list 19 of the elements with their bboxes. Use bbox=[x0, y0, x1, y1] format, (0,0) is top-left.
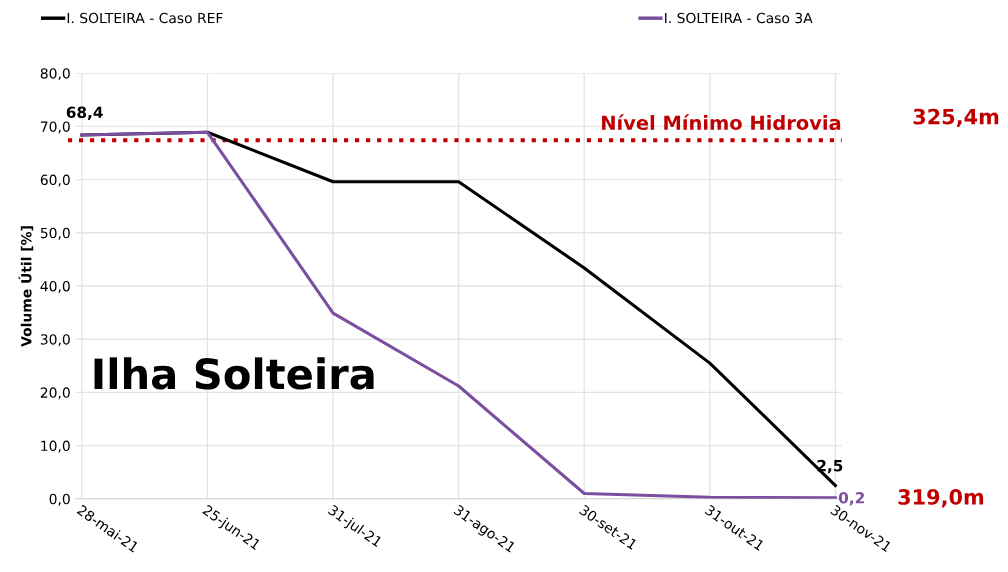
y-tick-label: 60,0 bbox=[40, 174, 70, 187]
data-label: 0,2 bbox=[838, 491, 864, 506]
data-label: 68,4 bbox=[66, 106, 103, 121]
y-tick-label: 80,0 bbox=[40, 68, 70, 81]
y-tick-label: 40,0 bbox=[40, 280, 70, 293]
data-label: 2,5 bbox=[817, 459, 843, 474]
y-tick-label: 70,0 bbox=[40, 121, 70, 134]
y-axis-title: Volume Útil [%] bbox=[18, 226, 34, 347]
text: 325,4m bbox=[913, 108, 999, 128]
annotation: Ilha Solteira bbox=[94, 357, 374, 390]
y-tick-label: 10,0 bbox=[41, 440, 70, 453]
y-tick-label: 30,0 bbox=[40, 334, 70, 347]
y-tick-label: 20,0 bbox=[40, 387, 70, 400]
text: 319,0m bbox=[898, 489, 984, 508]
y-tick-label: 50,0 bbox=[40, 227, 70, 240]
ref-line-label: Nível Mínimo Hidrovia bbox=[602, 114, 841, 131]
y-tick-label: 0,0 bbox=[49, 493, 70, 506]
legend-label: I. SOLTEIRA - Caso 3A bbox=[665, 12, 813, 24]
legend-label: I. SOLTEIRA - Caso REF bbox=[67, 12, 223, 24]
